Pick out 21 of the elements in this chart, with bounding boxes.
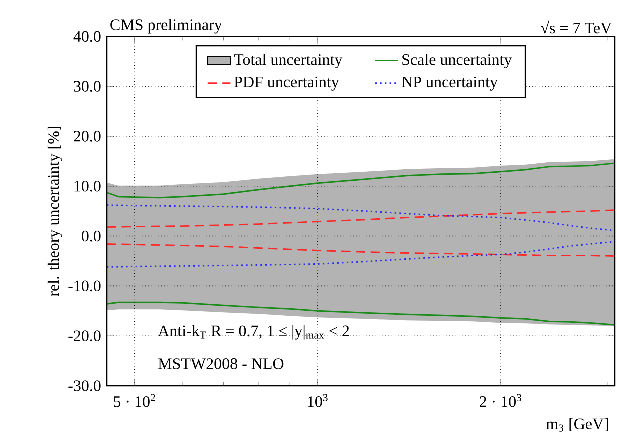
y-tick-label: 40.0 <box>74 31 101 42</box>
annotation: Anti-k$_{T}$ R = 0.7, 1 ≤ |y|$_{max}$ < 2 <box>158 325 350 340</box>
y-tick-label: 10.0 <box>74 180 101 192</box>
annotation: MSTW2008 - NLO <box>158 358 284 370</box>
y-tick-label: 20.0 <box>74 131 101 142</box>
y-tick-label: 0.0 <box>82 230 101 242</box>
chart-title: CMS preliminary <box>110 19 222 34</box>
y-axis-title: rel. theory uncertainty [%] <box>48 126 62 297</box>
y-tick-label: -30.0 <box>68 380 101 392</box>
x-tick-label: 10$^{3}$ <box>308 394 328 408</box>
y-tick-label: -20.0 <box>68 330 101 342</box>
y-tick-label: -10.0 <box>68 280 101 292</box>
x-axis-title: m$_{3}$ [GeV] <box>546 418 608 432</box>
legend-label: NP uncertainty <box>402 76 498 91</box>
y-tick-label: 30.0 <box>74 81 101 92</box>
legend-label: Total uncertainty <box>234 54 343 69</box>
x-tick-label: 2 · 10$^{3}$ <box>480 394 522 408</box>
legend-label: Scale uncertainty <box>402 54 512 69</box>
x-tick-label: 5 · 10$^{2}$ <box>114 394 156 408</box>
legend-label: PDF uncertainty <box>234 76 340 91</box>
text: √s = 7 TeV <box>541 20 612 34</box>
